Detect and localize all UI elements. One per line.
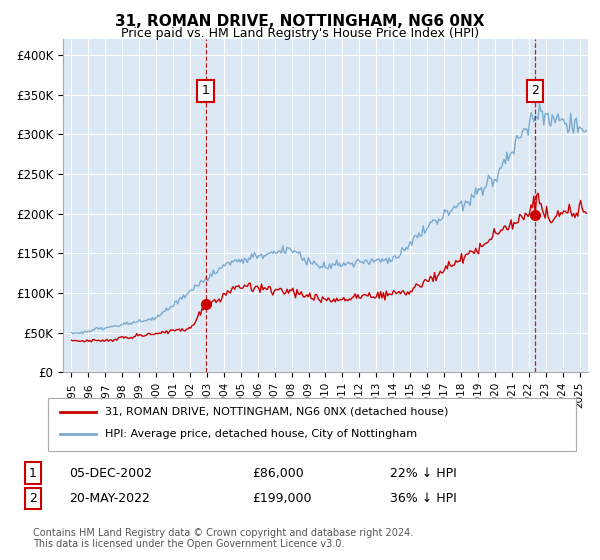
- Text: Contains HM Land Registry data © Crown copyright and database right 2024.
This d: Contains HM Land Registry data © Crown c…: [33, 528, 413, 549]
- Text: £199,000: £199,000: [252, 492, 311, 505]
- Text: 36% ↓ HPI: 36% ↓ HPI: [390, 492, 457, 505]
- Text: Price paid vs. HM Land Registry's House Price Index (HPI): Price paid vs. HM Land Registry's House …: [121, 27, 479, 40]
- Text: 31, ROMAN DRIVE, NOTTINGHAM, NG6 0NX (detached house): 31, ROMAN DRIVE, NOTTINGHAM, NG6 0NX (de…: [105, 407, 448, 417]
- Text: 05-DEC-2002: 05-DEC-2002: [69, 466, 152, 480]
- Text: 1: 1: [202, 84, 209, 97]
- Text: £86,000: £86,000: [252, 466, 304, 480]
- Text: 31, ROMAN DRIVE, NOTTINGHAM, NG6 0NX: 31, ROMAN DRIVE, NOTTINGHAM, NG6 0NX: [115, 14, 485, 29]
- Text: 2: 2: [531, 84, 539, 97]
- Text: 2: 2: [29, 492, 37, 505]
- Text: HPI: Average price, detached house, City of Nottingham: HPI: Average price, detached house, City…: [105, 430, 417, 439]
- Text: 22% ↓ HPI: 22% ↓ HPI: [390, 466, 457, 480]
- Text: 1: 1: [29, 466, 37, 480]
- Text: 20-MAY-2022: 20-MAY-2022: [69, 492, 150, 505]
